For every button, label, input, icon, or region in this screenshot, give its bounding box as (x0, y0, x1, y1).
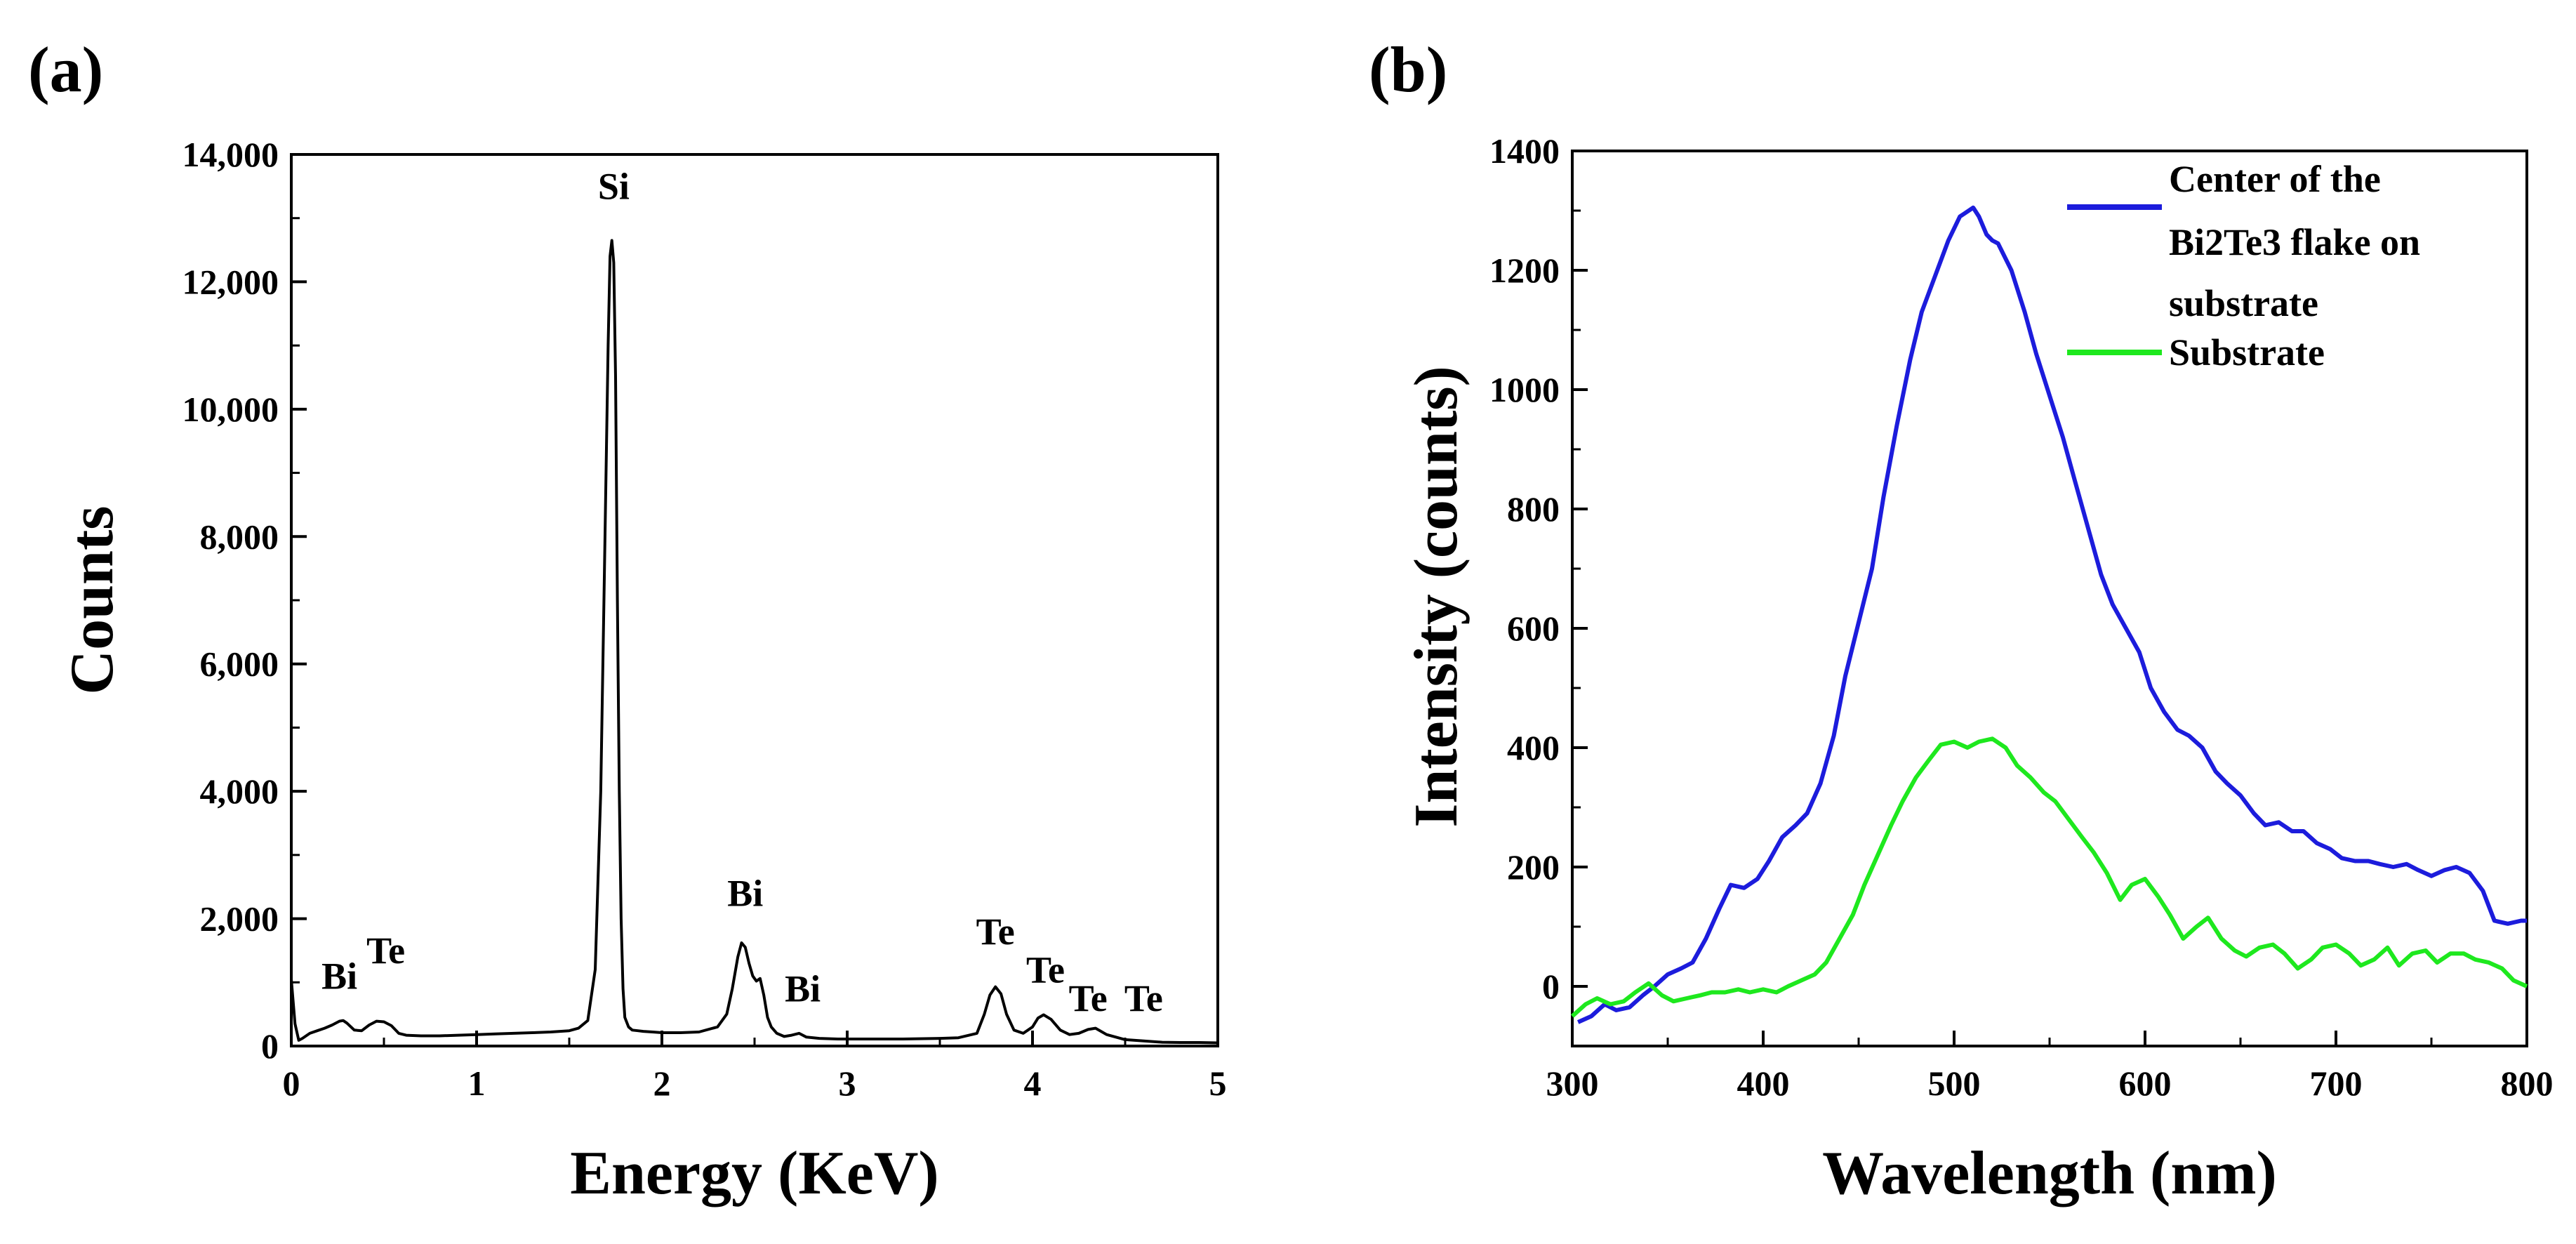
peak-label-8: Te (1124, 977, 1163, 1019)
y-tick-label-b-5: 1000 (1489, 370, 1560, 409)
axis-ticks-b: 300 400 500 600 700 800 0 200 400 600 800 1000 1200 1… (1489, 131, 2554, 1103)
series-group-a (290, 239, 1219, 1045)
series-line-b-1 (1570, 736, 2528, 1018)
peak-label-5: Te (976, 911, 1015, 953)
legend-label-substrate: Substrate (2169, 331, 2325, 373)
series-group-b (1570, 205, 2528, 1024)
y-tick-label-a-1: 2,000 (200, 899, 279, 939)
series-line-b-0 (1576, 205, 2527, 1024)
panel-label-a: (a) (28, 34, 103, 105)
y-tick-label-b-7: 1400 (1489, 131, 1560, 171)
legend-label-flake-line2: Bi2Te3 flake on (2169, 221, 2420, 263)
x-tick-label-a-4: 4 (1024, 1064, 1042, 1103)
x-tick-label-a-2: 2 (653, 1064, 671, 1103)
y-axis-title-b: Intensity (counts) (1402, 366, 1470, 828)
y-tick-label-b-2: 400 (1507, 728, 1560, 767)
legend-label-flake-line1: Center of the (2169, 158, 2381, 200)
y-tick-label-a-2: 4,000 (200, 772, 279, 811)
plot-frame-b (1571, 150, 2528, 1047)
y-tick-label-a-5: 10,000 (182, 390, 279, 429)
x-tick-label-b-5: 800 (2501, 1064, 2554, 1103)
panel-label-b: (b) (1369, 34, 1447, 105)
x-axis-title-b: Wavelength (nm) (1822, 1139, 2277, 1207)
y-tick-label-b-4: 800 (1507, 489, 1560, 529)
panel-b-pl-chart: (b) 300 400 500 600 700 800 0 200 400 600 800 1000 1… (1369, 34, 2554, 1207)
x-tick-label-b-1: 400 (1737, 1064, 1790, 1103)
peak-label-4: Bi (785, 968, 821, 1010)
series-line-a-0 (290, 239, 1219, 1045)
legend-b: Center of the Bi2Te3 flake on substrate … (2067, 158, 2420, 373)
peak-label-7: Te (1069, 977, 1108, 1019)
x-tick-label-a-1: 1 (468, 1064, 486, 1103)
panel-a-eds-chart: (a) 0 1 2 3 4 5 0 2,000 4,000 6,000 8,000 10,000 12,… (28, 34, 1227, 1207)
x-axis-title-a: Energy (KeV) (570, 1139, 938, 1207)
y-tick-label-a-3: 6,000 (200, 644, 279, 684)
peak-label-1: Bi (727, 872, 763, 914)
y-tick-label-a-4: 8,000 (200, 517, 279, 556)
y-tick-label-b-6: 1200 (1489, 251, 1560, 290)
y-tick-label-a-7: 14,000 (182, 135, 279, 174)
peak-label-6: Te (1026, 948, 1065, 991)
x-tick-label-b-0: 300 (1546, 1064, 1599, 1103)
peak-label-3: Te (366, 929, 405, 972)
x-tick-label-a-3: 3 (839, 1064, 856, 1103)
legend-label-flake-line3: substrate (2169, 282, 2318, 324)
x-tick-label-a-0: 0 (283, 1064, 300, 1103)
x-tick-label-b-3: 600 (2119, 1064, 2172, 1103)
y-tick-label-a-0: 0 (261, 1026, 279, 1066)
y-axis-title-a: Counts (58, 506, 126, 695)
peak-label-0: Si (598, 166, 630, 208)
y-tick-label-a-6: 12,000 (182, 262, 279, 301)
axis-ticks-a: 0 1 2 3 4 5 0 2,000 4,000 6,000 8,000 10,000 12,000 1… (182, 135, 1227, 1103)
y-tick-label-b-0: 0 (1542, 967, 1560, 1006)
x-tick-label-b-2: 500 (1928, 1064, 1981, 1103)
y-tick-label-b-3: 600 (1507, 609, 1560, 648)
peak-label-2: Bi (321, 955, 357, 997)
x-tick-label-a-5: 5 (1209, 1064, 1227, 1103)
y-tick-label-b-1: 200 (1507, 847, 1560, 887)
x-tick-label-b-4: 700 (2310, 1064, 2363, 1103)
